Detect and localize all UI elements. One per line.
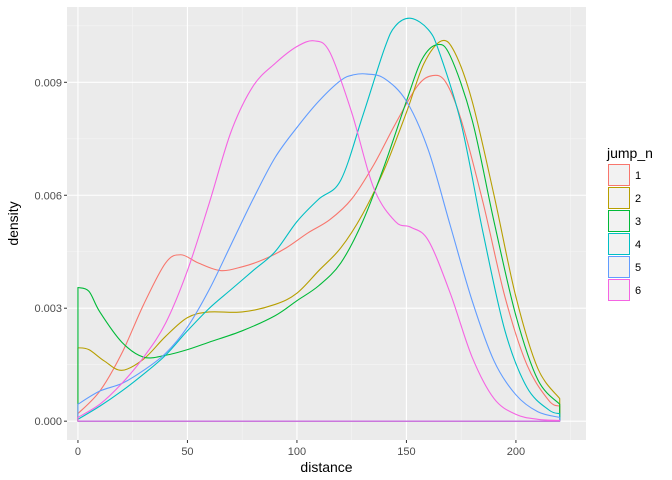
legend-items: 1 2 3 4 5 6 [608,164,641,301]
grid-minor [67,7,586,440]
density-curve-5 [77,73,561,422]
legend-label-1: 1 [635,170,641,182]
legend-key-1 [608,164,630,186]
legend-label-2: 2 [635,193,641,205]
plot-panel [67,7,586,440]
density-curve-4 [77,17,561,422]
legend-label-6: 6 [635,285,641,297]
y-axis: 0.000 0.003 0.006 0.009 [34,77,67,428]
x-tick-label: 100 [288,446,306,458]
y-tick-label: 0.000 [34,416,62,428]
legend-key-6 [608,279,630,301]
legend-key-2 [608,187,630,209]
legend-label-5: 5 [635,262,641,274]
x-axis: 0 50 100 150 200 [75,440,525,458]
x-tick-label: 0 [75,446,81,458]
y-tick-label: 0.009 [34,77,62,89]
x-tick-label: 200 [507,446,525,458]
legend-label-3: 3 [635,216,641,228]
legend-title: jump_n [606,145,653,161]
x-tick-label: 50 [181,446,193,458]
x-tick-label: 150 [397,446,415,458]
density-curve-2 [77,39,561,422]
y-tick-label: 0.006 [34,190,62,202]
density-curves [77,17,561,422]
legend-key-4 [608,233,630,255]
y-axis-title: density [5,201,21,245]
x-axis-title: distance [300,459,352,475]
legend: jump_n 1 2 3 4 5 6 [606,145,653,301]
density-curve-6 [77,40,561,422]
y-tick-label: 0.003 [34,303,62,315]
density-curve-1 [77,74,561,422]
legend-key-5 [608,256,630,278]
legend-key-3 [608,210,630,232]
legend-label-4: 4 [635,239,641,251]
